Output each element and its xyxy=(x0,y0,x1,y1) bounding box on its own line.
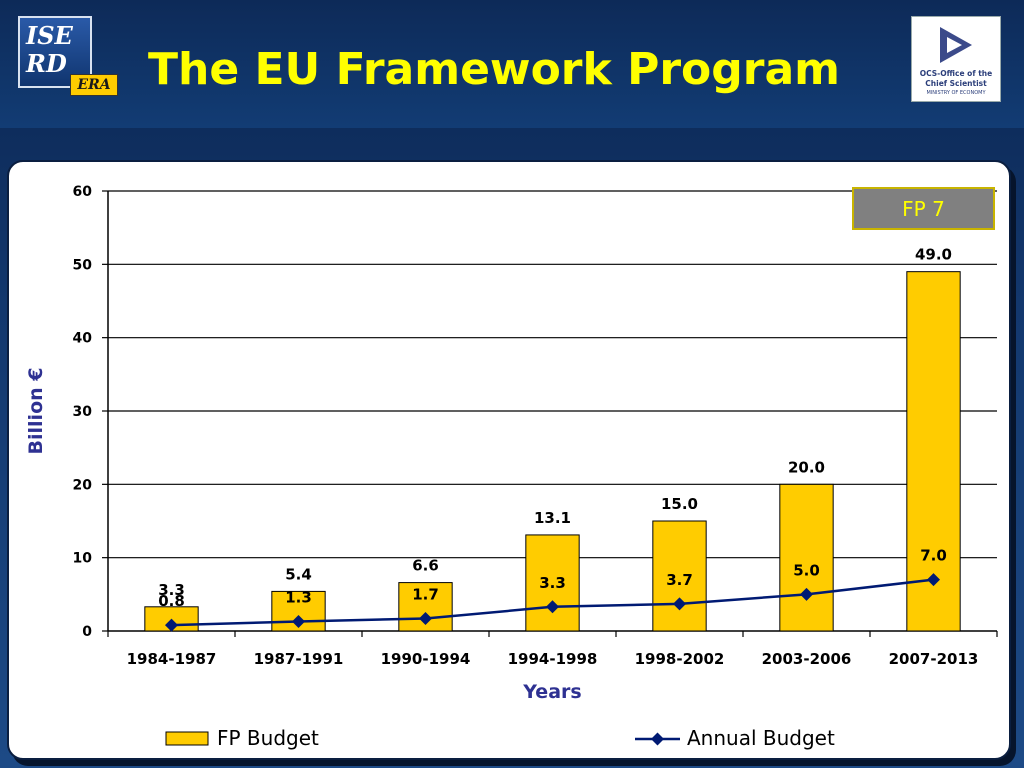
bar xyxy=(525,534,580,632)
y-tick-label: 0 xyxy=(82,624,92,640)
legend-line-marker xyxy=(651,732,664,746)
line-point-marker xyxy=(165,618,178,632)
bar-value-label: 5.4 xyxy=(285,565,312,583)
bar-value-label: 6.6 xyxy=(412,557,439,575)
line-value-label: 3.3 xyxy=(539,574,566,592)
ocs-logo-line2: Chief Scientist xyxy=(925,79,987,88)
bar-value-label: 3.3 xyxy=(158,581,185,599)
line-point-marker xyxy=(800,587,813,601)
y-tick-label: 30 xyxy=(73,404,93,420)
bar-value-label: 15.0 xyxy=(661,495,698,513)
ocs-logo-line3: MINISTRY OF ECONOMY xyxy=(926,90,986,96)
era-badge: ERA xyxy=(70,74,118,96)
line-point-marker xyxy=(292,614,305,628)
bar xyxy=(652,520,707,632)
x-tick-label: 2003-2006 xyxy=(762,650,852,668)
x-tick-label: 1990-1994 xyxy=(381,650,471,668)
x-tick-label: 1998-2002 xyxy=(635,650,725,668)
line-value-label: 7.0 xyxy=(920,547,947,565)
fp7-box xyxy=(852,187,995,230)
line-value-label: 3.7 xyxy=(666,571,693,589)
legend-bar-swatch xyxy=(165,731,209,746)
legend-line-label: Annual Budget xyxy=(687,726,835,750)
line-value-label: 5.0 xyxy=(793,561,820,579)
ocs-logo: OCS-Office of the Chief Scientist MINIST… xyxy=(911,16,1001,102)
header-band xyxy=(0,0,1024,128)
iserd-era-logo: ISE RD ERA xyxy=(18,16,118,98)
iserd-logo-line2: RD xyxy=(26,49,67,78)
x-tick-label: 2007-2013 xyxy=(889,650,979,668)
y-tick-label: 10 xyxy=(73,551,93,567)
bar-value-label: 49.0 xyxy=(915,246,952,264)
y-tick-label: 20 xyxy=(73,477,93,493)
ocs-logo-line1: OCS-Office of the xyxy=(919,69,993,78)
bar xyxy=(906,271,961,632)
x-tick-label: 1987-1991 xyxy=(254,650,344,668)
line-value-label: 1.7 xyxy=(412,586,439,604)
iserd-logo-line1: ISE xyxy=(26,21,73,50)
x-tick-label: 1984-1987 xyxy=(127,650,217,668)
y-tick-label: 50 xyxy=(73,257,93,273)
bar xyxy=(779,483,834,632)
bar-value-label: 13.1 xyxy=(534,509,571,527)
bar-value-label: 20.0 xyxy=(788,458,825,476)
line-point-marker xyxy=(673,597,686,611)
y-axis-title: Billion € xyxy=(25,368,47,455)
legend-bar-label: FP Budget xyxy=(217,726,319,750)
line-point-marker xyxy=(927,573,940,587)
y-tick-label: 60 xyxy=(73,184,93,200)
line-point-marker xyxy=(546,600,559,614)
play-triangle-icon xyxy=(940,27,972,63)
line-value-label: 1.3 xyxy=(285,588,312,606)
chart-panel xyxy=(7,160,1011,760)
fp7-label: FP 7 xyxy=(902,197,945,221)
x-tick-label: 1994-1998 xyxy=(508,650,598,668)
x-axis-title: Years xyxy=(522,681,581,703)
line-value-label: 0.8 xyxy=(158,592,185,610)
y-tick-label: 40 xyxy=(73,331,93,347)
page-title: The EU Framework Program xyxy=(148,44,840,95)
line-point-marker xyxy=(419,612,432,626)
